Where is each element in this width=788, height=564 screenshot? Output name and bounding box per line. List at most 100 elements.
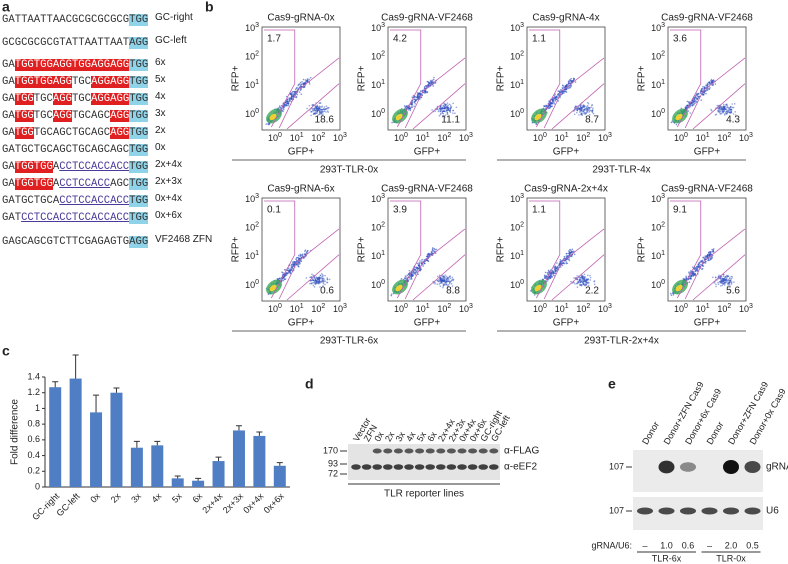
cell-dot (440, 282, 442, 285)
cell-dot (420, 96, 422, 99)
cell-dot (445, 108, 448, 110)
log-tick-label: 103 (459, 132, 473, 144)
cell-dot (328, 278, 331, 281)
cell-dot (556, 96, 558, 99)
gate (278, 228, 340, 300)
tick-base: 10 (651, 223, 661, 233)
log-tick-label: 103 (245, 193, 259, 205)
cell-dot (693, 98, 696, 100)
gate (551, 83, 605, 130)
sequence-row: GAGCAGCGTCTTCGAGAGTGAGG VF2468 ZFN (2, 233, 212, 248)
cell-dot (442, 104, 445, 107)
cell-dot (438, 115, 441, 117)
cell-dot (311, 273, 313, 276)
cell-dot (291, 267, 293, 269)
cell-dot (429, 79, 432, 82)
cell-dot (685, 277, 688, 280)
log-tick-label: 102 (510, 221, 524, 233)
error-bar (276, 462, 283, 466)
cell-dot (692, 272, 694, 275)
cell-dot (312, 284, 315, 287)
cell-dot (420, 268, 423, 271)
cell-dot (409, 107, 411, 110)
log-tick-label: 102 (311, 132, 325, 144)
cell-dot (706, 89, 709, 91)
tick-base: 10 (555, 304, 565, 314)
cell-dot (295, 87, 298, 90)
tick-base: 10 (416, 304, 426, 314)
gate (390, 200, 422, 299)
log-tick-label: 100 (268, 303, 282, 315)
cell-dot (578, 278, 580, 281)
gate-percent: 3.6 (673, 34, 687, 45)
cell-dot (709, 83, 711, 85)
tick-base: 10 (371, 252, 381, 262)
cell-dot (416, 267, 418, 270)
tick-exponent: 1 (300, 132, 304, 139)
cell-dot (302, 86, 305, 89)
cell-dot (294, 88, 297, 91)
gate-percent: 4.3 (726, 115, 740, 126)
cell-dot (405, 105, 408, 108)
cell-dot (318, 276, 320, 279)
cell-dot (415, 271, 417, 273)
tick-exponent: 2 (661, 221, 665, 228)
tick-base: 10 (333, 133, 343, 143)
cell-dot (586, 281, 589, 284)
cell-dot (304, 250, 306, 253)
cell-dot (723, 110, 725, 112)
cell-dot (545, 275, 548, 277)
y-axis-label: RFP+ (231, 65, 242, 91)
band (723, 460, 739, 474)
bar (212, 461, 225, 487)
density-core (269, 113, 277, 121)
bar (273, 465, 286, 487)
sequence-label: 2x (155, 125, 166, 136)
y-axis-label: RFP+ (231, 236, 242, 262)
cell-dot (730, 277, 733, 280)
cell-dot (445, 280, 448, 283)
sequence-label: 4x (155, 91, 166, 102)
x-axis-label: GFP+ (694, 147, 721, 158)
log-tick-label: 103 (510, 193, 524, 205)
cell-dot (719, 285, 722, 287)
tick-exponent: 0 (684, 303, 688, 310)
cell-dot (390, 294, 393, 297)
cell-dot (582, 104, 585, 106)
cell-dot (440, 112, 442, 115)
cell-dot (438, 274, 441, 277)
cell-dot (730, 111, 733, 114)
tick-exponent: 0 (278, 132, 282, 139)
cell-dot (544, 274, 546, 277)
cell-dot (695, 266, 698, 268)
cell-dot (706, 82, 709, 85)
sequence-row: GCGCGCGCGTATTAATTAATAGG GC-left (2, 34, 187, 49)
group-label: 293T-TLR-6x (320, 336, 378, 347)
cell-dot (551, 99, 554, 101)
cell-dot (293, 263, 295, 265)
cell-dot (587, 274, 589, 277)
error-bar (256, 431, 263, 436)
sequence-segment: TGG (129, 127, 149, 139)
cell-dot (283, 275, 286, 278)
tick-exponent: 2 (255, 50, 259, 57)
log-tick-label: 101 (510, 250, 524, 262)
cell-dot (306, 107, 308, 110)
log-tick-label: 101 (245, 250, 259, 262)
cell-dot (439, 107, 441, 110)
band (701, 507, 718, 515)
cell-dot (586, 104, 589, 107)
log-tick-label: 103 (371, 22, 385, 34)
cell-dot (587, 278, 589, 281)
cell-dot (727, 281, 729, 283)
cell-dot (318, 113, 321, 115)
cell-dot (717, 283, 720, 285)
cell-dot (447, 278, 450, 281)
log-tick-label: 102 (371, 221, 385, 233)
cell-dot (728, 284, 731, 286)
cell-dot (431, 248, 434, 250)
cell-dot (318, 279, 321, 282)
cell-dot (455, 106, 458, 109)
cell-dot (287, 271, 289, 274)
cell-dot (291, 91, 293, 94)
